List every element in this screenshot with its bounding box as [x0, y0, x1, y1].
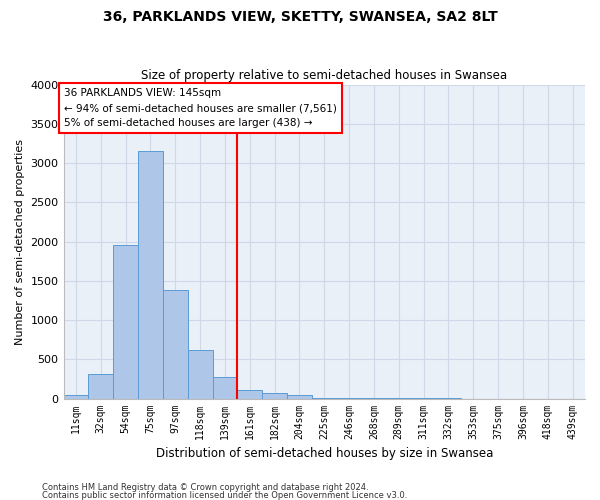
Bar: [287, 396, 312, 398]
Bar: [163, 290, 188, 399]
Bar: [113, 244, 138, 398]
Bar: [238, 390, 262, 398]
Bar: [64, 394, 88, 398]
Bar: [88, 374, 113, 398]
Text: 36 PARKLANDS VIEW: 145sqm
← 94% of semi-detached houses are smaller (7,561)
5% o: 36 PARKLANDS VIEW: 145sqm ← 94% of semi-…: [64, 88, 337, 128]
Bar: [212, 378, 238, 398]
Bar: [138, 152, 163, 398]
Bar: [188, 350, 212, 399]
Title: Size of property relative to semi-detached houses in Swansea: Size of property relative to semi-detach…: [141, 69, 508, 82]
Bar: [262, 394, 287, 398]
Text: Contains HM Land Registry data © Crown copyright and database right 2024.: Contains HM Land Registry data © Crown c…: [42, 483, 368, 492]
Text: 36, PARKLANDS VIEW, SKETTY, SWANSEA, SA2 8LT: 36, PARKLANDS VIEW, SKETTY, SWANSEA, SA2…: [103, 10, 497, 24]
Text: Contains public sector information licensed under the Open Government Licence v3: Contains public sector information licen…: [42, 490, 407, 500]
Y-axis label: Number of semi-detached properties: Number of semi-detached properties: [15, 138, 25, 344]
X-axis label: Distribution of semi-detached houses by size in Swansea: Distribution of semi-detached houses by …: [155, 447, 493, 460]
